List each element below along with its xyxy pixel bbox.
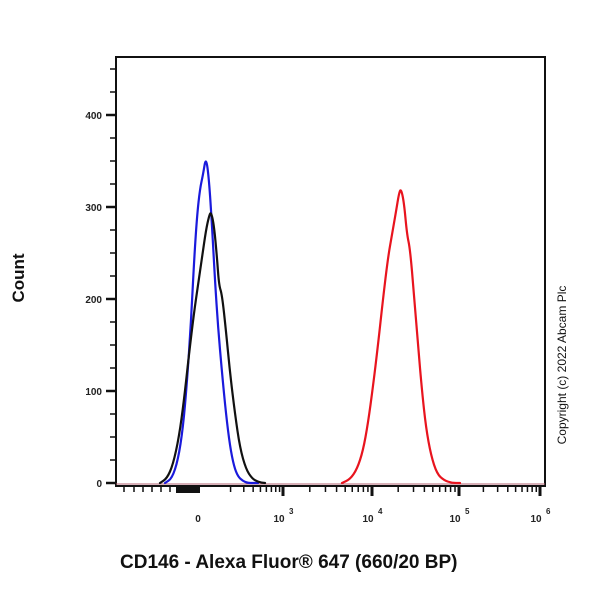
- y-axis: 0 100 200 300 400: [85, 68, 116, 490]
- plot-frame: [115, 56, 546, 487]
- x-tick-label: 10: [362, 514, 374, 525]
- y-axis-title: Count: [4, 238, 34, 318]
- x-tick-label: 10: [530, 514, 542, 525]
- x-axis-title: CD146 - Alexa Fluor® 647 (660/20 BP): [120, 552, 458, 573]
- x-tick-label: 0: [195, 514, 201, 525]
- copyright-text: Copyright (c) 2022 Abcam Plc: [555, 285, 569, 445]
- x-tick-exponent: 4: [378, 507, 383, 516]
- plot-border: [115, 56, 546, 487]
- x-axis: 0 10 3 10 4 10 5 10 6: [116, 483, 551, 525]
- histogram-line-0: [163, 160, 260, 485]
- histogram-line-1: [158, 212, 267, 485]
- x-tick-label: 10: [449, 514, 461, 525]
- y-tick-label: 300: [85, 203, 102, 214]
- x-tick-exponent: 6: [546, 507, 551, 516]
- y-tick-label: 200: [85, 295, 102, 306]
- x-tick-exponent: 3: [289, 507, 294, 516]
- y-tick-label: 0: [96, 479, 102, 490]
- x-zero-tick-cluster: [176, 486, 200, 493]
- copyright-notice: Copyright (c) 2022 Abcam Plc: [551, 240, 573, 490]
- y-tick-label: 400: [85, 111, 102, 122]
- y-tick-label: 100: [85, 387, 102, 398]
- histogram-series: [158, 160, 462, 485]
- y-axis-title-text: Count: [9, 253, 28, 303]
- x-tick-exponent: 5: [465, 507, 470, 516]
- x-tick-label: 10: [273, 514, 285, 525]
- histogram-line-2: [340, 189, 462, 485]
